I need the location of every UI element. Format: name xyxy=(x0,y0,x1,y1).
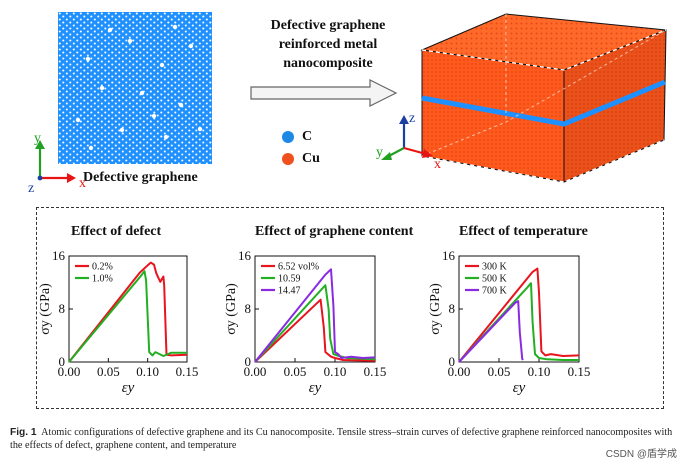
axis3d-x-label: x xyxy=(434,157,441,170)
x-tick-label: 0.00 xyxy=(244,364,267,379)
series-line-2 xyxy=(254,284,376,363)
chart-title-defect: Effect of defect xyxy=(71,224,162,239)
defective-graphene-sheet xyxy=(58,12,212,164)
axis3d-y-label: y xyxy=(376,145,383,160)
y-tick-label: 8 xyxy=(59,301,66,316)
legend-label: 6.52 vol% xyxy=(278,262,319,273)
x-tick-label: 0.15 xyxy=(364,364,387,379)
caption-text: Atomic configurations of defective graph… xyxy=(10,427,673,451)
x-axis-label: εy xyxy=(122,380,135,396)
watermark: CSDN @盾学成 xyxy=(605,449,677,460)
plot-frame xyxy=(68,255,188,363)
x-axis-label: εy xyxy=(513,380,526,396)
defect-holes xyxy=(75,24,203,151)
y-axis-label: σy (GPa) xyxy=(224,283,239,335)
y-axis-label: σy (GPa) xyxy=(38,283,53,335)
x-tick-label: 0.05 xyxy=(97,364,120,379)
legend-label: 10.59 xyxy=(278,274,301,285)
x-tick-label: 0.15 xyxy=(176,364,199,379)
legend-label: 300 K xyxy=(482,262,508,273)
legend-label: 14.47 xyxy=(278,286,301,297)
caption-label: Fig. 1 xyxy=(10,427,37,438)
stress-strain-panel: Effect of defect Effect of graphene cont… xyxy=(36,207,664,409)
axis3d-z-label: z xyxy=(409,111,415,126)
x-tick-label: 0.00 xyxy=(448,364,471,379)
legend-label: 500 K xyxy=(482,274,508,285)
carbon-dot-icon xyxy=(282,131,294,143)
axis-z-label: z xyxy=(28,181,34,194)
nanocomposite-label: Defective graphene reinforced metal nano… xyxy=(270,18,386,71)
axis-y-label: y xyxy=(34,132,41,146)
x-tick-label: 0.10 xyxy=(324,364,347,379)
series-line-3 xyxy=(254,268,376,363)
y-tick-label: 0 xyxy=(245,354,252,369)
series-line-3 xyxy=(458,300,524,363)
y-tick-label: 16 xyxy=(52,248,66,263)
axis-x-label: x xyxy=(79,176,86,191)
series-line-1 xyxy=(254,298,376,363)
x-tick-label: 0.05 xyxy=(488,364,511,379)
chart-1: 0.00 0.05 0.10 0.15 0 8 16 εy σy (GPa) 0.2%1.0% xyxy=(38,248,198,396)
legend-carbon: C xyxy=(282,126,320,148)
series-line-2 xyxy=(68,270,187,363)
legend-label: 700 K xyxy=(482,286,508,297)
y-axis-label: σy (GPa) xyxy=(428,283,443,335)
legend-label: 0.2% xyxy=(92,262,113,273)
y-tick-label: 8 xyxy=(449,301,456,316)
y-tick-label: 0 xyxy=(449,354,456,369)
legend-copper: Cu xyxy=(282,148,320,170)
series-line-2 xyxy=(458,282,579,363)
y-tick-label: 16 xyxy=(442,248,456,263)
x-tick-label: 0.00 xyxy=(58,364,81,379)
atom-legend: C Cu xyxy=(282,126,320,170)
x-axis-label: εy xyxy=(309,380,322,396)
series-line-1 xyxy=(458,267,580,363)
x-tick-label: 0.15 xyxy=(568,364,591,379)
legend-label: 1.0% xyxy=(92,274,113,285)
transformation-arrow-icon xyxy=(250,79,398,107)
x-tick-label: 0.10 xyxy=(528,364,551,379)
x-tick-label: 0.10 xyxy=(136,364,159,379)
x-tick-label: 0.05 xyxy=(284,364,307,379)
nanocomposite-box xyxy=(420,13,667,183)
y-tick-label: 8 xyxy=(245,301,252,316)
copper-dot-icon xyxy=(282,153,294,165)
figure-caption: Fig. 1 Atomic configurations of defectiv… xyxy=(10,426,678,452)
y-tick-label: 16 xyxy=(238,248,252,263)
axes-2d-icon: y z x xyxy=(28,132,86,194)
chart-title-temperature: Effect of temperature xyxy=(459,224,588,239)
y-tick-label: 0 xyxy=(59,354,66,369)
chart-title-content: Effect of graphene content xyxy=(255,224,414,239)
defective-graphene-label: Defective graphene xyxy=(83,170,198,185)
axes-3d-icon: z y x xyxy=(376,111,441,170)
